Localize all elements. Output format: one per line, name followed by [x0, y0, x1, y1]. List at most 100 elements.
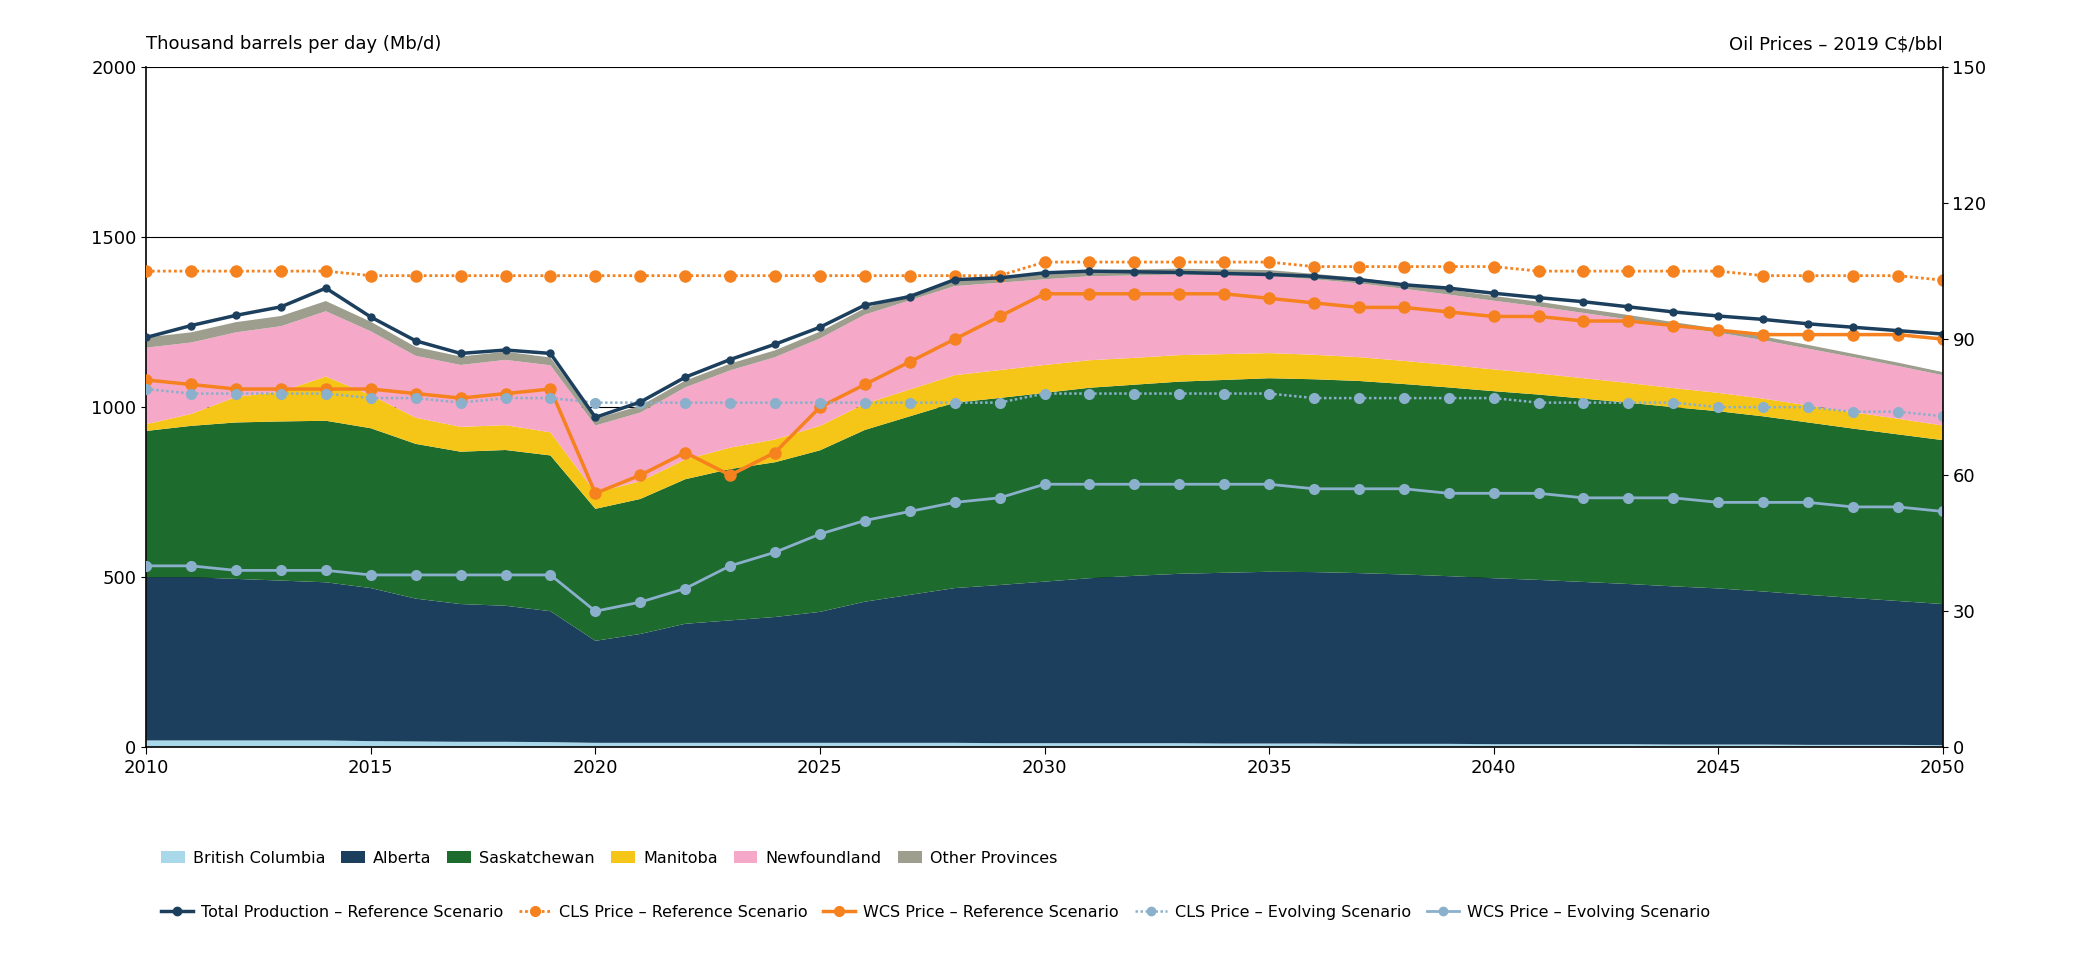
- CLS Price – Reference Scenario: [1032, 257, 1057, 268]
- CLS Price – Reference Scenario: [719, 270, 744, 282]
- WCS Price – Reference Scenario: [898, 356, 923, 368]
- CLS Price – Evolving Scenario: [1435, 393, 1460, 404]
- CLS Price – Evolving Scenario: [1705, 401, 1730, 413]
- WCS Price – Evolving Scenario: [267, 564, 292, 576]
- CLS Price – Evolving Scenario: [267, 388, 292, 399]
- CLS Price – Evolving Scenario: [1661, 397, 1686, 408]
- CLS Price – Reference Scenario: [1751, 270, 1776, 282]
- CLS Price – Evolving Scenario: [359, 393, 384, 404]
- WCS Price – Evolving Scenario: [1705, 496, 1730, 508]
- CLS Price – Reference Scenario: [898, 270, 923, 282]
- CLS Price – Reference Scenario: [403, 270, 428, 282]
- WCS Price – Reference Scenario: [1527, 310, 1552, 322]
- WCS Price – Evolving Scenario: [134, 560, 159, 572]
- WCS Price – Evolving Scenario: [852, 514, 877, 526]
- CLS Price – Evolving Scenario: [1571, 397, 1596, 408]
- CLS Price – Evolving Scenario: [1481, 393, 1506, 404]
- WCS Price – Evolving Scenario: [1527, 488, 1552, 499]
- WCS Price – Reference Scenario: [359, 383, 384, 395]
- Text: Oil Prices – 2019 C$/bbl: Oil Prices – 2019 C$/bbl: [1730, 35, 1943, 54]
- Line: WCS Price – Evolving Scenario: WCS Price – Evolving Scenario: [140, 479, 1949, 617]
- CLS Price – Reference Scenario: [1166, 257, 1191, 268]
- CLS Price – Evolving Scenario: [1122, 388, 1147, 399]
- WCS Price – Evolving Scenario: [1615, 492, 1640, 504]
- CLS Price – Evolving Scenario: [224, 388, 249, 399]
- WCS Price – Evolving Scenario: [403, 569, 428, 581]
- WCS Price – Reference Scenario: [1258, 292, 1283, 304]
- CLS Price – Evolving Scenario: [313, 388, 338, 399]
- WCS Price – Reference Scenario: [1032, 288, 1057, 300]
- WCS Price – Reference Scenario: [806, 401, 831, 413]
- WCS Price – Evolving Scenario: [1345, 483, 1370, 494]
- WCS Price – Evolving Scenario: [1481, 488, 1506, 499]
- WCS Price – Evolving Scenario: [493, 569, 518, 581]
- CLS Price – Reference Scenario: [1527, 265, 1552, 277]
- WCS Price – Reference Scenario: [1391, 302, 1416, 313]
- Line: CLS Price – Reference Scenario: CLS Price – Reference Scenario: [140, 256, 1949, 286]
- WCS Price – Evolving Scenario: [1751, 496, 1776, 508]
- WCS Price – Evolving Scenario: [898, 506, 923, 517]
- CLS Price – Evolving Scenario: [806, 397, 831, 408]
- WCS Price – Reference Scenario: [762, 446, 788, 458]
- WCS Price – Reference Scenario: [1212, 288, 1237, 300]
- CLS Price – Reference Scenario: [134, 265, 159, 277]
- WCS Price – Evolving Scenario: [762, 546, 788, 558]
- WCS Price – Evolving Scenario: [629, 597, 654, 608]
- CLS Price – Reference Scenario: [1435, 261, 1460, 272]
- CLS Price – Evolving Scenario: [1345, 393, 1370, 404]
- CLS Price – Evolving Scenario: [673, 397, 698, 408]
- WCS Price – Evolving Scenario: [1258, 478, 1283, 490]
- CLS Price – Reference Scenario: [1705, 265, 1730, 277]
- CLS Price – Evolving Scenario: [1391, 393, 1416, 404]
- WCS Price – Reference Scenario: [583, 488, 608, 499]
- CLS Price – Reference Scenario: [852, 270, 877, 282]
- WCS Price – Reference Scenario: [449, 393, 474, 404]
- CLS Price – Reference Scenario: [806, 270, 831, 282]
- WCS Price – Reference Scenario: [180, 378, 205, 390]
- WCS Price – Evolving Scenario: [1840, 501, 1865, 513]
- CLS Price – Evolving Scenario: [988, 397, 1013, 408]
- Legend: Total Production – Reference Scenario, CLS Price – Reference Scenario, WCS Price: Total Production – Reference Scenario, C…: [155, 899, 1717, 926]
- CLS Price – Reference Scenario: [180, 265, 205, 277]
- WCS Price – Reference Scenario: [403, 388, 428, 399]
- WCS Price – Reference Scenario: [1930, 333, 1955, 345]
- CLS Price – Reference Scenario: [942, 270, 967, 282]
- WCS Price – Evolving Scenario: [1212, 478, 1237, 490]
- WCS Price – Reference Scenario: [1705, 325, 1730, 336]
- WCS Price – Reference Scenario: [1345, 302, 1370, 313]
- WCS Price – Reference Scenario: [1435, 307, 1460, 318]
- CLS Price – Evolving Scenario: [1884, 406, 1909, 418]
- CLS Price – Evolving Scenario: [898, 397, 923, 408]
- CLS Price – Reference Scenario: [1930, 274, 1955, 285]
- WCS Price – Reference Scenario: [224, 383, 249, 395]
- WCS Price – Evolving Scenario: [359, 569, 384, 581]
- CLS Price – Reference Scenario: [629, 270, 654, 282]
- CLS Price – Reference Scenario: [1571, 265, 1596, 277]
- WCS Price – Reference Scenario: [1884, 329, 1909, 340]
- WCS Price – Reference Scenario: [1166, 288, 1191, 300]
- WCS Price – Evolving Scenario: [673, 582, 698, 594]
- CLS Price – Reference Scenario: [1661, 265, 1686, 277]
- CLS Price – Evolving Scenario: [1751, 401, 1776, 413]
- CLS Price – Evolving Scenario: [1797, 401, 1822, 413]
- WCS Price – Evolving Scenario: [1391, 483, 1416, 494]
- WCS Price – Evolving Scenario: [719, 560, 744, 572]
- WCS Price – Reference Scenario: [719, 469, 744, 481]
- WCS Price – Evolving Scenario: [1884, 501, 1909, 513]
- WCS Price – Reference Scenario: [1571, 315, 1596, 327]
- CLS Price – Reference Scenario: [1345, 261, 1370, 272]
- WCS Price – Reference Scenario: [1122, 288, 1147, 300]
- WCS Price – Reference Scenario: [313, 383, 338, 395]
- CLS Price – Reference Scenario: [359, 270, 384, 282]
- WCS Price – Reference Scenario: [1481, 310, 1506, 322]
- CLS Price – Evolving Scenario: [762, 397, 788, 408]
- CLS Price – Evolving Scenario: [449, 397, 474, 408]
- CLS Price – Evolving Scenario: [1258, 388, 1283, 399]
- CLS Price – Reference Scenario: [1884, 270, 1909, 282]
- WCS Price – Reference Scenario: [537, 383, 562, 395]
- WCS Price – Reference Scenario: [1301, 297, 1327, 308]
- WCS Price – Evolving Scenario: [180, 560, 205, 572]
- WCS Price – Reference Scenario: [1661, 320, 1686, 331]
- CLS Price – Evolving Scenario: [1301, 393, 1327, 404]
- CLS Price – Evolving Scenario: [1930, 410, 1955, 422]
